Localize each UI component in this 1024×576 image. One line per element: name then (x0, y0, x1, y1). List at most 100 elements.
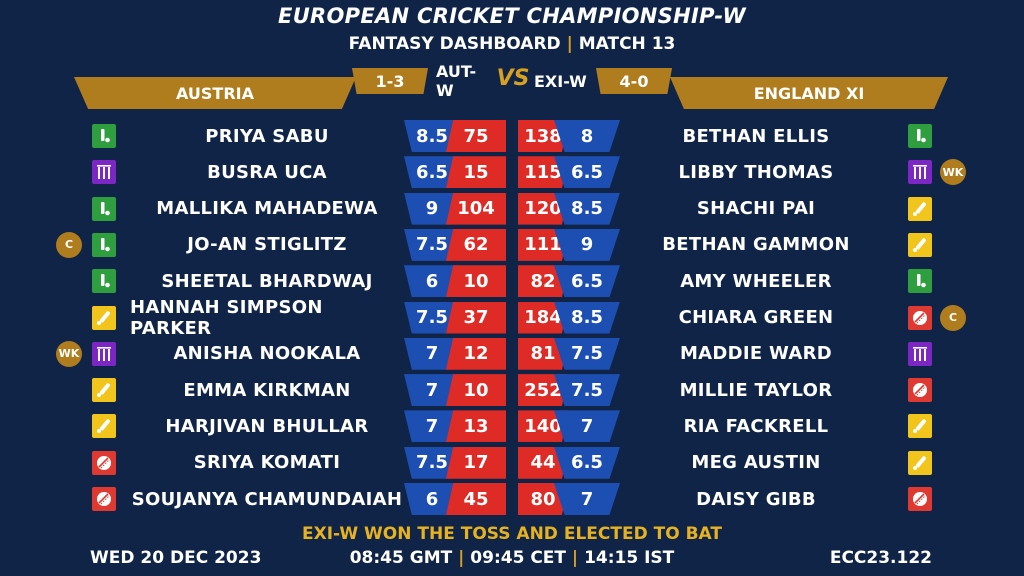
team-left-code: AUT-W (436, 62, 477, 100)
match-date: WED 20 DEC 2023 (90, 548, 262, 568)
team-left-banner: AUSTRIA (74, 77, 356, 109)
player-row: C JO-AN STIGLITZ 7.5 62 111 9 BETHAN GAMMON (0, 227, 1024, 263)
player-name-right: BETHAN ELLIS (682, 125, 830, 147)
player-row: HARJIVAN BHULLAR 7 13 140 7 RIA FACKRELL (0, 408, 1024, 444)
match-code: ECC23.122 (829, 548, 932, 568)
player-name-left: SHEETAL BHARDWAJ (161, 270, 373, 292)
credits-right: 6.5 (554, 265, 620, 298)
subtitle-separator: | (566, 34, 573, 54)
credits-right: 8.5 (554, 192, 620, 225)
player-row: SHEETAL BHARDWAJ 6 10 82 6.5 AMY WHEELER (0, 263, 1024, 299)
points-left: 104 (446, 192, 506, 225)
credits-right: 8 (554, 120, 620, 152)
captain-tag: WK (940, 159, 966, 186)
points-left: 10 (446, 265, 506, 298)
player-name-left: BUSRA UCA (207, 161, 327, 183)
allrounder-icon (92, 269, 116, 294)
credits-right: 8.5 (554, 301, 620, 334)
dashboard-title: EUROPEAN CRICKET CHAMPIONSHIP-W (278, 4, 746, 28)
time-cet: 09:45 CET (470, 548, 566, 568)
points-left: 10 (446, 374, 506, 407)
wicketkeeper-icon (92, 160, 116, 185)
player-row: EMMA KIRKMAN 7 10 252 7.5 MILLIE TAYLOR (0, 372, 1024, 408)
allrounder-icon (92, 232, 116, 257)
team-right-record: 4-0 (596, 68, 672, 94)
credits-left: 7.5 (404, 228, 460, 261)
subtitle-left: FANTASY DASHBOARD (348, 34, 561, 54)
time-ist: 14:15 IST (584, 548, 675, 568)
match-times: 08:45 GMT | 09:45 CET | 14:15 IST (0, 548, 1024, 568)
points-left: 37 (446, 301, 506, 334)
player-name-left: SOUJANYA CHAMUNDAIAH (131, 488, 403, 510)
credits-right: 7.5 (554, 374, 620, 407)
batter-icon (92, 305, 116, 330)
player-name-left: PRIYA SABU (205, 125, 329, 147)
points-left: 75 (446, 120, 506, 152)
batter-icon (92, 414, 116, 439)
credits-right: 7.5 (554, 337, 620, 370)
credits-right: 6.5 (554, 156, 620, 189)
allrounder-icon (92, 124, 116, 148)
points-left: 12 (446, 337, 506, 370)
player-row: PRIYA SABU 8.5 75 138 8 BETHAN ELLIS (0, 118, 1024, 154)
time-separator: | (458, 548, 465, 568)
credits-right: 7 (554, 410, 620, 443)
batter-icon (908, 196, 932, 221)
player-name-left: HANNAH SIMPSON PARKER (130, 296, 323, 339)
player-row: HANNAH SIMPSON PARKER 7.5 37 184 8.5 CHIARA G… (0, 296, 1024, 339)
player-name-left: EMMA KIRKMAN (183, 379, 351, 401)
player-row: BUSRA UCA 6.5 15 115 6.5 LIBBY THOMAS WK (0, 154, 1024, 190)
toss-result: EXI-W WON THE TOSS AND ELECTED TO BAT (302, 524, 722, 544)
allrounder-icon (908, 124, 932, 148)
player-name-left: JO-AN STIGLITZ (187, 234, 347, 256)
credits-right: 7 (554, 483, 620, 515)
player-name-right: RIA FACKRELL (683, 415, 829, 437)
batter-icon (908, 450, 932, 475)
credits-right: 6.5 (554, 446, 620, 479)
batter-icon (92, 378, 116, 403)
bowler-icon (92, 450, 116, 475)
player-name-right: LIBBY THOMAS (678, 161, 834, 183)
wicketkeeper-icon (908, 341, 932, 366)
player-name-left: SRIYA KOMATI (193, 452, 341, 474)
player-row: MALLIKA MAHADEWA 9 104 120 8.5 SHACHI PAI (0, 191, 1024, 227)
wicketkeeper-icon (92, 341, 116, 366)
points-left: 62 (446, 228, 506, 261)
player-name-right: AMY WHEELER (680, 270, 832, 292)
player-name-right: SHACHI PAI (696, 198, 816, 220)
allrounder-icon (92, 196, 116, 221)
player-name-right: MADDIE WARD (679, 343, 833, 365)
batter-icon (908, 232, 932, 257)
player-row: SRIYA KOMATI 7.5 17 44 6.5 MEG AUSTIN (0, 445, 1024, 481)
captain-tag: WK (56, 340, 82, 367)
allrounder-icon (908, 269, 932, 294)
points-left: 17 (446, 446, 506, 479)
bowler-icon (92, 487, 116, 511)
dashboard-subtitle: FANTASY DASHBOARD | MATCH 13 (0, 34, 1024, 54)
points-left: 15 (446, 156, 506, 189)
player-row: SOUJANYA CHAMUNDAIAH 6 45 80 7 DAISY GIBB (0, 481, 1024, 517)
player-name-left: ANISHA NOOKALA (173, 343, 361, 365)
subtitle-right: MATCH 13 (578, 34, 676, 54)
player-name-right: BETHAN GAMMON (662, 234, 850, 256)
captain-tag: C (940, 304, 966, 331)
points-left: 13 (446, 410, 506, 443)
player-name-right: DAISY GIBB (696, 488, 816, 510)
credits-right: 9 (554, 228, 620, 261)
player-name-left: MALLIKA MAHADEWA (156, 198, 378, 220)
time-gmt: 08:45 GMT (349, 548, 453, 568)
bowler-icon (908, 378, 932, 403)
player-name-left: HARJIVAN BHULLAR (165, 415, 369, 437)
points-left: 45 (446, 483, 506, 515)
team-left-record: 1-3 (352, 68, 428, 94)
batter-icon (908, 414, 932, 439)
team-right-banner: ENGLAND XI (670, 77, 948, 109)
wicketkeeper-icon (908, 160, 932, 185)
captain-tag: C (56, 231, 82, 258)
player-name-right: CHIARA GREEN (678, 307, 834, 328)
player-name-right: MEG AUSTIN (691, 452, 821, 474)
player-row: WK ANISHA NOOKALA 7 12 81 7.5 MADDIE WARD (0, 336, 1024, 372)
time-separator: | (571, 548, 579, 568)
vs-badge: VS (496, 66, 530, 91)
player-name-right: MILLIE TAYLOR (679, 379, 833, 401)
